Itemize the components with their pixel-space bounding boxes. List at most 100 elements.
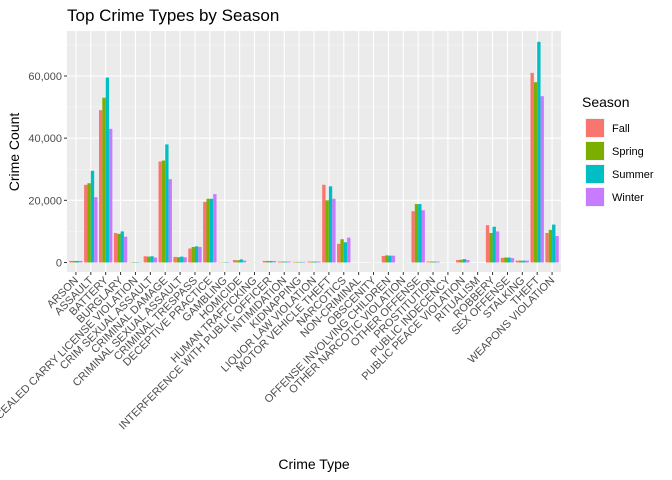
bar-fall-8 xyxy=(188,248,192,263)
bar-winter-1 xyxy=(94,197,98,263)
bar-summer-17 xyxy=(328,186,333,263)
bar-fall-29 xyxy=(500,257,505,263)
bar-spring-29 xyxy=(504,257,508,263)
bar-winter-13 xyxy=(272,260,277,263)
bar-fall-28 xyxy=(485,225,490,263)
bar-summer-6 xyxy=(165,144,169,263)
y-axis: 0 20,000 40,000 60,000 xyxy=(28,71,67,270)
bar-winter-28 xyxy=(495,231,500,263)
bar-winter-15 xyxy=(302,261,306,263)
legend-label-fall: Fall xyxy=(612,123,630,135)
bar-winter-16 xyxy=(317,261,321,263)
bar-fall-16 xyxy=(307,261,311,263)
bar-fall-5 xyxy=(143,256,147,263)
y-axis-title: Crime Count xyxy=(6,113,22,192)
bar-summer-2 xyxy=(105,77,110,263)
bar-summer-18 xyxy=(343,242,348,263)
bar-fall-13 xyxy=(262,260,267,263)
bar-summer-29 xyxy=(507,257,511,263)
bar-spring-13 xyxy=(266,260,270,263)
bar-fall-0 xyxy=(69,260,73,263)
bar-fall-17 xyxy=(322,184,326,263)
bar-summer-30 xyxy=(522,260,526,263)
bar-winter-31 xyxy=(540,96,544,263)
bar-spring-16 xyxy=(310,261,314,263)
bar-fall-32 xyxy=(545,232,549,263)
bar-spring-30 xyxy=(518,260,523,263)
bar-winter-29 xyxy=(510,258,515,263)
bar-winter-6 xyxy=(168,179,172,263)
legend-label-winter: Winter xyxy=(612,192,644,204)
bar-spring-1 xyxy=(87,183,91,263)
bar-spring-23 xyxy=(414,204,419,263)
bar-spring-9 xyxy=(206,198,210,263)
legend: Season Fall Spring Summer Winter xyxy=(582,94,654,207)
chart-title: Top Crime Types by Season xyxy=(67,6,279,25)
bar-winter-5 xyxy=(153,257,158,263)
bar-summer-9 xyxy=(209,198,214,263)
y-tick-label: 20,000 xyxy=(28,195,62,207)
bar-spring-6 xyxy=(161,160,166,263)
bar-winter-9 xyxy=(213,194,217,263)
bar-fall-14 xyxy=(277,261,281,263)
bar-winter-26 xyxy=(466,260,470,263)
bar-spring-15 xyxy=(295,261,300,263)
bar-fall-30 xyxy=(515,260,519,263)
bar-summer-8 xyxy=(194,246,199,263)
legend-label-spring: Spring xyxy=(612,146,644,158)
bar-summer-32 xyxy=(552,224,556,263)
bar-winter-2 xyxy=(109,128,113,263)
bar-spring-5 xyxy=(146,256,151,263)
y-tick-label: 60,000 xyxy=(28,71,62,83)
legend-swatch-fall xyxy=(586,119,604,137)
bar-winter-3 xyxy=(123,236,128,263)
bar-winter-21 xyxy=(391,255,396,263)
bar-summer-24 xyxy=(433,261,437,263)
bar-summer-28 xyxy=(492,226,496,263)
y-tick-label: 0 xyxy=(56,258,62,270)
bar-summer-16 xyxy=(314,261,318,263)
bar-spring-28 xyxy=(489,232,493,263)
bar-spring-18 xyxy=(340,239,344,263)
legend-swatch-summer xyxy=(586,165,604,183)
bar-winter-24 xyxy=(436,261,440,263)
bar-winter-23 xyxy=(421,210,425,263)
bar-summer-14 xyxy=(284,261,288,263)
bar-fall-26 xyxy=(456,260,460,263)
bar-summer-3 xyxy=(120,231,124,263)
bar-summer-31 xyxy=(537,41,541,263)
bar-spring-21 xyxy=(385,255,389,263)
bar-winter-11 xyxy=(242,260,247,263)
bar-winter-8 xyxy=(198,246,202,263)
bar-fall-31 xyxy=(530,72,534,263)
bar-winter-30 xyxy=(525,260,530,263)
x-axis-title: Crime Type xyxy=(278,456,350,472)
bars xyxy=(69,41,559,263)
bar-winter-17 xyxy=(332,198,336,263)
bar-fall-18 xyxy=(337,243,341,263)
legend-swatch-winter xyxy=(586,188,604,206)
bar-fall-11 xyxy=(232,260,237,263)
legend-title: Season xyxy=(582,94,629,110)
bar-spring-7 xyxy=(176,257,181,263)
bar-spring-0 xyxy=(72,260,76,263)
bar-fall-6 xyxy=(158,161,162,263)
bar-spring-3 xyxy=(117,233,121,263)
bar-fall-2 xyxy=(98,110,103,263)
bar-summer-13 xyxy=(269,260,273,263)
bar-spring-8 xyxy=(191,246,195,263)
bar-summer-0 xyxy=(75,260,80,263)
bar-fall-3 xyxy=(113,232,118,263)
bar-winter-14 xyxy=(287,261,291,263)
bar-summer-15 xyxy=(299,261,303,263)
bar-spring-32 xyxy=(548,229,553,263)
bar-winter-7 xyxy=(183,257,187,263)
bar-fall-9 xyxy=(203,201,207,263)
bar-summer-23 xyxy=(418,204,422,263)
bar-spring-17 xyxy=(325,200,329,263)
bar-fall-23 xyxy=(411,211,415,263)
bar-winter-18 xyxy=(347,237,351,263)
bar-winter-32 xyxy=(555,236,559,263)
bar-spring-26 xyxy=(459,259,463,263)
